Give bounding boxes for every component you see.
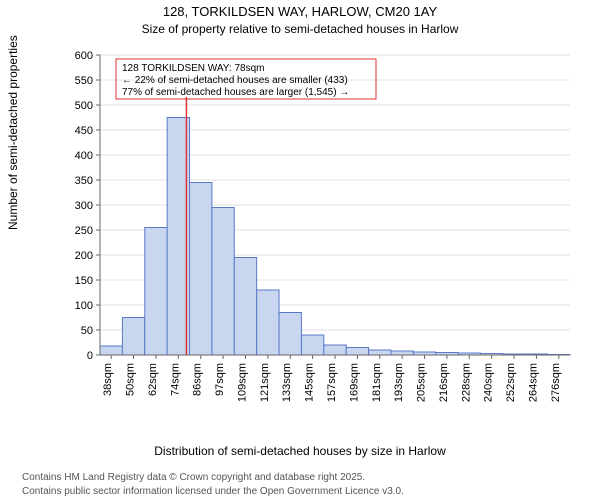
svg-text:450: 450 xyxy=(75,125,93,137)
bar xyxy=(301,335,323,355)
annotation-line-1: 128 TORKILDSEN WAY: 78sqm xyxy=(122,63,264,74)
svg-text:157sqm: 157sqm xyxy=(326,363,338,402)
annotation-line-2: ← 22% of semi-detached houses are smalle… xyxy=(122,75,348,86)
svg-text:228sqm: 228sqm xyxy=(460,363,472,402)
svg-text:133sqm: 133sqm xyxy=(281,363,293,402)
footer-line-1: Contains HM Land Registry data © Crown c… xyxy=(22,472,365,483)
y-axis-label: Number of semi-detached properties xyxy=(6,35,20,230)
svg-text:200: 200 xyxy=(75,250,93,262)
svg-text:50: 50 xyxy=(81,325,93,337)
y-ticks: 0 50 100 150 200 250 300 350 400 450 500 550 600 xyxy=(75,50,100,362)
svg-text:216sqm: 216sqm xyxy=(438,363,450,402)
bar xyxy=(346,348,368,356)
svg-text:600: 600 xyxy=(75,50,93,62)
svg-text:97sqm: 97sqm xyxy=(214,363,226,396)
bar xyxy=(100,346,122,355)
chart-container: 128, TORKILDSEN WAY, HARLOW, CM20 1AY Si… xyxy=(0,0,600,500)
bar xyxy=(190,183,212,356)
svg-text:350: 350 xyxy=(75,175,93,187)
title-line-1: 128, TORKILDSEN WAY, HARLOW, CM20 1AY xyxy=(0,4,600,19)
svg-text:0: 0 xyxy=(87,350,93,362)
svg-text:109sqm: 109sqm xyxy=(236,363,248,402)
bar xyxy=(234,258,256,356)
bar xyxy=(369,350,391,355)
bars-group xyxy=(100,118,570,356)
svg-text:240sqm: 240sqm xyxy=(483,363,495,402)
svg-text:276sqm: 276sqm xyxy=(550,363,562,402)
bar xyxy=(391,351,413,355)
title-line-2: Size of property relative to semi-detach… xyxy=(0,22,600,36)
bar xyxy=(257,290,279,355)
svg-text:121sqm: 121sqm xyxy=(259,363,271,402)
bar xyxy=(122,318,144,356)
svg-text:74sqm: 74sqm xyxy=(169,363,181,396)
svg-text:250: 250 xyxy=(75,225,93,237)
svg-text:550: 550 xyxy=(75,75,93,87)
bar xyxy=(279,313,301,356)
x-axis-label: Distribution of semi-detached houses by … xyxy=(0,444,600,458)
svg-text:193sqm: 193sqm xyxy=(393,363,405,402)
svg-text:38sqm: 38sqm xyxy=(102,363,114,396)
svg-text:400: 400 xyxy=(75,150,93,162)
bar xyxy=(324,345,346,355)
histogram-plot: 128 TORKILDSEN WAY: 78sqm ← 22% of semi-… xyxy=(60,45,580,415)
x-ticks: 38sqm 50sqm 62sqm 74sqm 86sqm 97sqm 109sqm 121s… xyxy=(102,355,562,402)
svg-text:169sqm: 169sqm xyxy=(348,363,360,402)
footer-line-2: Contains public sector information licen… xyxy=(22,486,404,497)
svg-text:500: 500 xyxy=(75,100,93,112)
svg-text:50sqm: 50sqm xyxy=(125,363,137,396)
svg-text:252sqm: 252sqm xyxy=(505,363,517,402)
svg-text:100: 100 xyxy=(75,300,93,312)
svg-text:150: 150 xyxy=(75,275,93,287)
bar xyxy=(145,228,167,356)
annotation-line-3: 77% of semi-detached houses are larger (… xyxy=(122,87,349,98)
svg-text:145sqm: 145sqm xyxy=(304,363,316,402)
svg-text:62sqm: 62sqm xyxy=(147,363,159,396)
svg-text:181sqm: 181sqm xyxy=(371,363,383,402)
svg-text:205sqm: 205sqm xyxy=(416,363,428,402)
svg-text:264sqm: 264sqm xyxy=(527,363,539,402)
bar xyxy=(212,208,234,356)
svg-text:86sqm: 86sqm xyxy=(192,363,204,396)
svg-text:300: 300 xyxy=(75,200,93,212)
